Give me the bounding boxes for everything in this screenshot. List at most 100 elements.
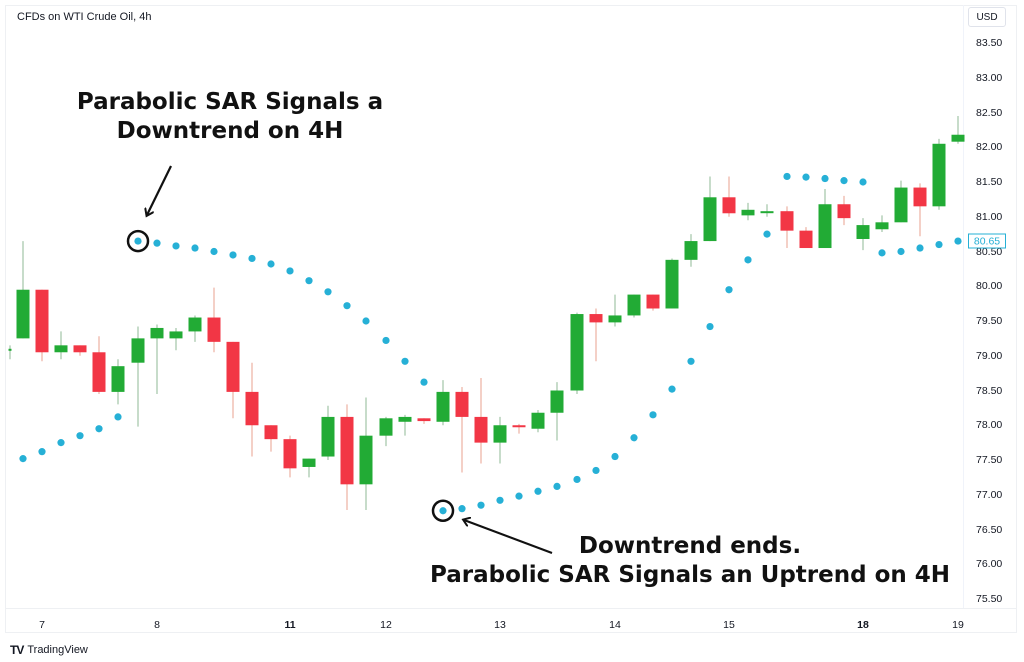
time-axis-divider xyxy=(5,608,1017,609)
candle-up xyxy=(16,241,30,339)
sar-dot xyxy=(783,172,791,181)
candle-up xyxy=(8,345,12,360)
candle-down xyxy=(589,308,603,362)
candle-up xyxy=(818,188,832,249)
symbol-title: CFDs on WTI Crude Oil, 4h xyxy=(17,11,152,23)
price-tick: 79.50 xyxy=(976,315,1003,327)
sar-dot xyxy=(630,434,638,442)
candle-down xyxy=(474,377,488,464)
currency-button[interactable]: USD xyxy=(968,7,1006,27)
sar-dot xyxy=(267,260,275,268)
sar-dot xyxy=(534,487,542,495)
sar-dot xyxy=(19,455,27,463)
sar-dot xyxy=(401,357,409,365)
sar-dot xyxy=(744,256,752,264)
price-tick: 80.00 xyxy=(976,280,1003,293)
sar-dot xyxy=(439,507,447,515)
sar-dot xyxy=(324,288,332,296)
price-tick: 78.00 xyxy=(976,419,1003,432)
candle-up xyxy=(875,215,889,233)
candle-up xyxy=(608,294,622,327)
sar-dot xyxy=(725,286,733,294)
annotation-downtrend-line-1: Parabolic SAR Signals a xyxy=(76,89,384,115)
price-tick: 77.00 xyxy=(976,488,1003,501)
time-tick: 11 xyxy=(284,619,296,631)
candle-down xyxy=(646,294,660,311)
tradingview-brand: TradingView xyxy=(27,644,88,656)
time-tick: 18 xyxy=(857,619,869,631)
arrow-icon xyxy=(464,520,553,555)
time-tick: 13 xyxy=(494,619,506,631)
sar-dot xyxy=(573,475,581,484)
sar-dot xyxy=(935,240,943,249)
sar-dot xyxy=(153,239,161,247)
sar-dot xyxy=(897,247,905,256)
candle-up xyxy=(359,397,373,511)
price-tick: 75.50 xyxy=(976,593,1003,605)
chart-pane[interactable] xyxy=(5,5,1017,633)
sar-dot xyxy=(305,277,313,285)
candle-down xyxy=(35,289,49,362)
candle-down xyxy=(340,404,354,511)
arrow-icon xyxy=(147,165,172,215)
price-tick: 82.50 xyxy=(976,106,1003,119)
annotation-downtrend: Parabolic SAR Signals a Downtrend on 4H xyxy=(60,88,400,146)
candle-up xyxy=(54,331,68,360)
sar-dot xyxy=(343,302,351,310)
sar-dot xyxy=(763,230,771,238)
candle-down xyxy=(512,423,526,434)
price-axis-divider xyxy=(963,5,964,608)
sar-dot xyxy=(38,448,46,456)
sar-dot xyxy=(114,413,122,421)
sar-dot xyxy=(859,178,867,186)
sar-dot xyxy=(611,452,619,461)
candle-down xyxy=(722,176,736,217)
sar-dot xyxy=(76,432,84,440)
candle-down xyxy=(92,336,106,394)
candle-down xyxy=(207,287,221,353)
time-tick: 19 xyxy=(952,619,964,631)
sar-dot xyxy=(706,322,714,331)
sar-dot xyxy=(878,249,886,257)
sar-dot xyxy=(477,501,485,509)
sar-dot xyxy=(649,411,657,419)
candle-down xyxy=(780,206,794,249)
price-tick: 79.00 xyxy=(976,349,1003,362)
candle-down xyxy=(455,387,469,473)
time-tick: 15 xyxy=(723,619,735,631)
sar-dot xyxy=(57,439,65,447)
sar-dot xyxy=(458,505,466,513)
tradingview-footer[interactable]: TV TradingView xyxy=(10,643,88,657)
candle-up xyxy=(550,382,564,441)
sar-dot xyxy=(821,174,829,183)
candle-up xyxy=(741,202,755,221)
sar-dot xyxy=(134,237,142,245)
annotation-uptrend: Downtrend ends. Parabolic SAR Signals an… xyxy=(420,532,960,590)
candle-up xyxy=(531,409,545,433)
sar-dot xyxy=(916,244,924,252)
sar-dot xyxy=(496,496,504,504)
candle-up xyxy=(188,315,202,342)
candle-up xyxy=(665,258,679,309)
time-tick: 7 xyxy=(39,619,45,631)
sar-dot xyxy=(420,378,428,386)
candle-up xyxy=(856,218,870,251)
candle-up xyxy=(760,204,774,217)
sar-dot xyxy=(382,336,390,345)
candle-down xyxy=(226,341,240,419)
sar-dot xyxy=(95,425,103,433)
price-tick: 78.50 xyxy=(976,384,1003,397)
price-tick: 81.00 xyxy=(976,210,1003,223)
sar-dot xyxy=(286,267,294,275)
sar-dot xyxy=(954,237,962,245)
candle-up xyxy=(398,414,412,436)
candle-up xyxy=(570,312,584,394)
sar-dot xyxy=(840,177,848,185)
sar-dot xyxy=(592,466,600,475)
price-tick: 83.50 xyxy=(976,37,1003,49)
sar-dot xyxy=(553,482,561,491)
candle-down xyxy=(799,227,813,249)
last-price-label: 80.65 xyxy=(968,233,1006,249)
